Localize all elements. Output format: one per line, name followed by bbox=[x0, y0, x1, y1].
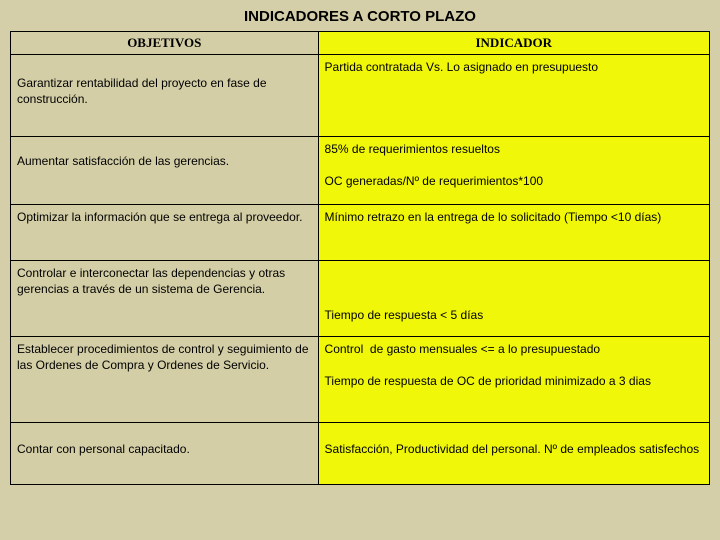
cell-indicador: Tiempo de respuesta < 5 días bbox=[318, 261, 709, 337]
cell-indicador: 85% de requerimientos resueltos OC gener… bbox=[318, 137, 709, 205]
cell-objetivo: Contar con personal capacitado. bbox=[11, 423, 319, 485]
cell-indicador: Satisfacción, Productividad del personal… bbox=[318, 423, 709, 485]
cell-objetivo: Garantizar rentabilidad del proyecto en … bbox=[11, 55, 319, 137]
table-header-row: OBJETIVOS INDICADOR bbox=[11, 32, 710, 55]
table-row: Optimizar la información que se entrega … bbox=[11, 205, 710, 261]
header-objetivos: OBJETIVOS bbox=[11, 32, 319, 55]
table-row: Aumentar satisfacción de las gerencias. … bbox=[11, 137, 710, 205]
page-title: INDICADORES A CORTO PLAZO bbox=[10, 8, 710, 25]
table-row: Controlar e interconectar las dependenci… bbox=[11, 261, 710, 337]
cell-objetivo: Aumentar satisfacción de las gerencias. bbox=[11, 137, 319, 205]
table-row: Contar con personal capacitado. Satisfac… bbox=[11, 423, 710, 485]
cell-indicador: Mínimo retrazo en la entrega de lo solic… bbox=[318, 205, 709, 261]
table-row: Garantizar rentabilidad del proyecto en … bbox=[11, 55, 710, 137]
header-indicador: INDICADOR bbox=[318, 32, 709, 55]
cell-indicador: Control de gasto mensuales <= a lo presu… bbox=[318, 337, 709, 423]
cell-objetivo: Optimizar la información que se entrega … bbox=[11, 205, 319, 261]
cell-objetivo: Establecer procedimientos de control y s… bbox=[11, 337, 319, 423]
cell-indicador: Partida contratada Vs. Lo asignado en pr… bbox=[318, 55, 709, 137]
table-row: Establecer procedimientos de control y s… bbox=[11, 337, 710, 423]
indicators-table: OBJETIVOS INDICADOR Garantizar rentabili… bbox=[10, 31, 710, 485]
cell-objetivo: Controlar e interconectar las dependenci… bbox=[11, 261, 319, 337]
